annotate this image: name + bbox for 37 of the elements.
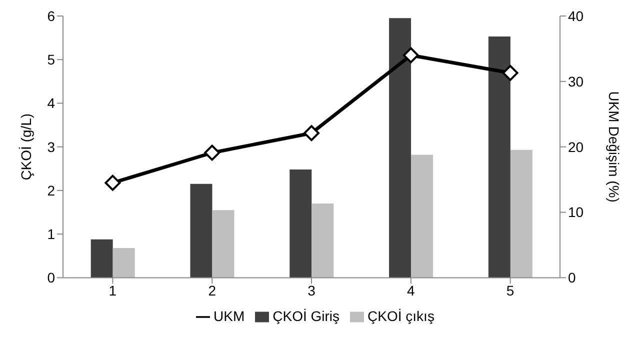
bar (488, 36, 510, 278)
bar (312, 204, 334, 278)
y2-tick-label: 40 (568, 8, 584, 24)
bar (190, 184, 212, 278)
y-tick-label: 6 (47, 8, 56, 24)
y2-tick-label: 20 (568, 138, 584, 155)
point (402, 47, 419, 64)
bar (411, 154, 434, 278)
y-tick-label: 1 (47, 226, 56, 242)
x-tick-label: 1 (108, 282, 117, 299)
legend-label: ÇKOİ çıkış (368, 308, 434, 324)
y2-tick-label: 10 (568, 204, 584, 220)
point (204, 144, 220, 161)
y-tick-label: 5 (47, 52, 56, 68)
x-tick-label: 3 (308, 282, 316, 299)
point (304, 125, 320, 142)
y-tick-label: 4 (47, 95, 56, 112)
x-tick-label: 2 (208, 282, 216, 299)
x-tick-label: 5 (506, 282, 514, 299)
x-tick-label: 4 (407, 282, 415, 299)
bar (212, 210, 234, 278)
bar (90, 239, 113, 278)
y2-tick-label: 30 (568, 73, 584, 90)
legend-label: ÇKOİ Giriş (272, 308, 340, 324)
y2-tick-label: 0 (568, 270, 576, 286)
y-tick-label: 2 (47, 182, 56, 198)
point (502, 64, 518, 81)
y-tick-label: 0 (47, 270, 56, 286)
legend-label: UKM (214, 308, 245, 324)
bar (510, 150, 532, 278)
bar (290, 170, 312, 278)
point (104, 174, 121, 191)
y2-axis-title: UKM Değişim (%) (606, 91, 622, 202)
bar (112, 248, 135, 278)
y-axis-title: ÇKOİ (g/L) (18, 113, 34, 180)
bar (389, 18, 412, 278)
y-tick-label: 3 (47, 138, 56, 155)
